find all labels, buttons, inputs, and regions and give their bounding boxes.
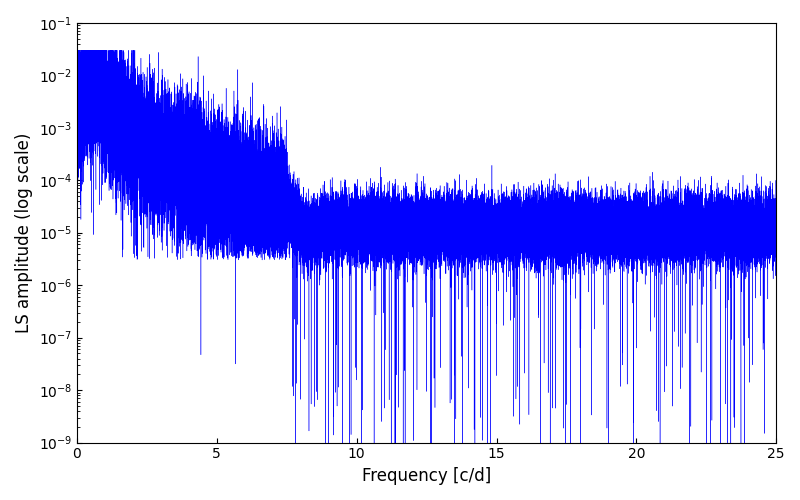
Y-axis label: LS amplitude (log scale): LS amplitude (log scale) (15, 132, 33, 333)
X-axis label: Frequency [c/d]: Frequency [c/d] (362, 467, 491, 485)
